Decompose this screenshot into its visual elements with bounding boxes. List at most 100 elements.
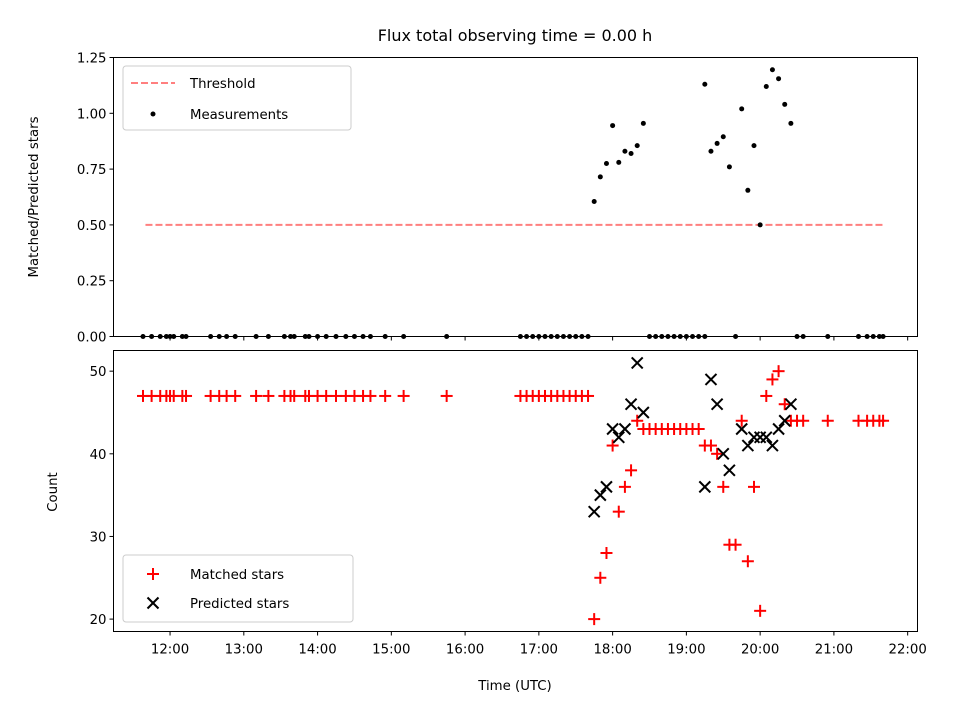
bottom-x-tick-label: 22:00 [889,643,927,658]
predicted-star-point [760,431,773,444]
matched-star-point [625,464,638,477]
matched-star-point [250,389,263,402]
predicted-star-point [698,480,712,494]
bottom-y-tick-label: 50 [90,365,107,380]
matched-star-point [692,423,705,436]
matched-star-point [180,389,193,402]
measurement-point [782,101,788,107]
predicted-star-point [784,398,798,411]
top-legend: Threshold Measurements [122,65,352,131]
bottom-panel: Count Time (UTC) 20 30 40 50 12:00 13:00 14:0… [46,350,927,694]
predicted-star-point [624,398,638,411]
measurement-point [597,174,603,180]
matched-star-point [821,414,834,427]
bottom-x-tick-label: 18:00 [593,643,631,658]
top-y-tick-label: 0.00 [77,331,107,346]
bottom-y-tick-label: 20 [90,613,107,628]
matched-star-point [778,398,791,411]
measurement-point [763,84,769,90]
predicted-star-point [704,373,718,386]
measurement-point [603,161,609,167]
top-y-tick-label: 0.25 [77,275,107,290]
measurement-point [622,148,628,154]
measurement-point [640,120,646,126]
predicted-star-point [606,422,619,436]
predicted-star-point [594,488,607,502]
matched-star-point [704,439,717,452]
legend-matched-stars-label: Matched stars [190,568,284,583]
matched-star-point [797,414,810,427]
bottom-x-tick-label: 16:00 [446,643,484,658]
measurement-point [739,106,745,112]
measurement-point [751,143,757,149]
bottom-x-tick-label: 14:00 [298,643,336,658]
predicted-star-point [753,431,767,444]
matched-star-point [717,480,730,493]
measurement-point [776,76,782,82]
bottom-x-tick-label: 12:00 [151,643,189,658]
measurement-point [769,67,775,73]
matched-star-point [772,365,785,378]
predicted-star-point [735,422,748,436]
legend-predicted-stars-label: Predicted stars [190,597,289,612]
measurement-point [610,123,616,129]
predicted-star-point [637,406,650,419]
measurement-point [616,159,622,165]
top-y-tick-label: 1.00 [77,107,107,122]
bottom-y-tick-label: 40 [90,448,107,463]
matched-star-point [600,546,613,559]
matched-star-point [288,389,301,402]
measurement-point [628,150,634,156]
top-y-tick-label: 0.50 [77,219,107,234]
predicted-star-point [710,398,724,411]
matched-star-point [612,505,625,518]
legend-predicted-stars-swatch [146,596,160,610]
top-panel: Flux total observing time = 0.00 h Match… [27,26,918,346]
matched-star-point [364,389,377,402]
matched-star-point [262,389,275,402]
bottom-plot-area [137,356,890,626]
predicted-star-point [778,414,791,427]
predicted-star-point [723,464,736,477]
predicted-star-point [747,431,761,444]
measurement-point [788,120,794,126]
predicted-star-point [717,447,730,461]
predicted-star-point [587,505,601,518]
legend-measurements-label: Measurements [190,108,288,123]
top-y-ticks: 0.00 0.25 0.50 0.75 1.00 1.25 [77,52,114,346]
bottom-x-tick-label: 13:00 [225,643,263,658]
measurement-point [726,164,732,170]
measurement-point [702,81,708,87]
bottom-x-tick-label: 17:00 [520,643,558,658]
legend-measurements-swatch [150,111,156,117]
top-y-axis-label: Matched/Predicted stars [27,116,42,277]
matched-star-point [754,604,767,617]
top-legend-box [122,65,352,131]
matched-star-point [729,538,742,551]
legend-matched-stars-swatch [147,568,159,580]
top-y-tick-label: 0.75 [77,163,107,178]
bottom-axes-frame [113,350,918,632]
matched-star-point [747,480,760,493]
predicted-star-point [772,422,785,436]
matched-star-point [397,389,410,402]
measurement-point [757,222,763,228]
matched-star-point [631,414,644,427]
predicted-star-point [766,439,779,452]
legend-threshold-label: Threshold [189,77,256,92]
bottom-x-tick-label: 15:00 [372,643,410,658]
bottom-y-tick-label: 30 [90,530,107,545]
bottom-x-axis-label: Time (UTC) [477,679,552,694]
predicted-star-point [741,439,755,452]
top-axes-frame [113,57,918,337]
matched-star-point [760,389,773,402]
predicted-star-point [600,480,613,494]
bottom-x-tick-label: 19:00 [667,643,705,658]
predicted-star-point [612,431,625,444]
bottom-x-tick-label: 20:00 [741,643,779,658]
matched-star-point [618,480,631,493]
measurement-point [720,134,726,140]
predicted-star-point [618,422,632,436]
matched-star-point [741,555,754,568]
